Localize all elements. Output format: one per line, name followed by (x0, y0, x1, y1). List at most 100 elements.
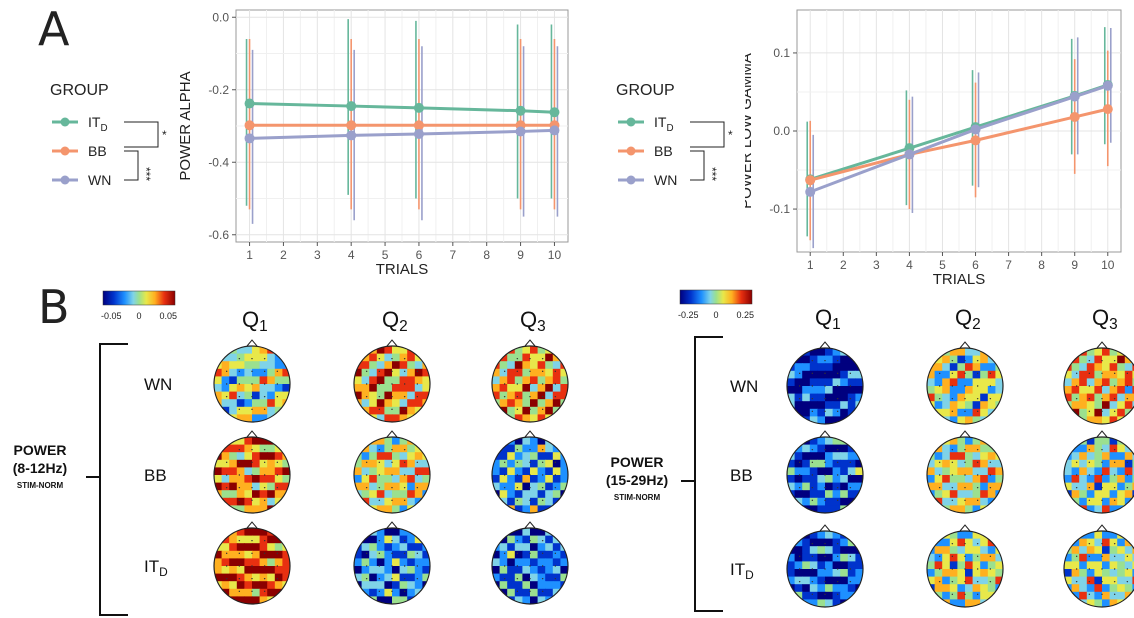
head-outline (213, 345, 291, 423)
topomap-cell (942, 467, 951, 476)
row-label-bb: BB (144, 466, 167, 485)
topomap-cell (980, 475, 989, 484)
topomap-cell (965, 408, 974, 417)
topomap-cell (282, 353, 290, 362)
nose-marker (1096, 341, 1108, 349)
sensor-dot (1088, 593, 1091, 596)
topomap-cell (507, 490, 516, 499)
sensor-dot (391, 461, 393, 464)
sensor-dot (1126, 461, 1129, 464)
topomap-cell (229, 384, 238, 393)
sensor-dot (951, 448, 954, 451)
topomap-cell (817, 497, 826, 506)
topomap-cell (787, 591, 796, 600)
sensor-dot (811, 499, 814, 502)
topomap-cell (1132, 482, 1134, 491)
topomap-cell (855, 482, 863, 491)
topomap-cell (214, 368, 223, 377)
row-label-itd: ITD (730, 560, 754, 582)
sensor-dot (516, 590, 519, 593)
topomap-cell (492, 550, 501, 559)
topomap-cell (957, 401, 966, 410)
topomap-cell (847, 505, 856, 513)
topomap-cell (809, 505, 818, 513)
topomap-cell (361, 437, 370, 446)
topomap-cell (949, 591, 958, 600)
topomap-cell (1102, 561, 1111, 570)
topomap-cell (855, 576, 863, 585)
topomap-cell (840, 452, 849, 461)
topomap-cell (384, 368, 393, 377)
topomap-cell (221, 346, 230, 355)
topomap-cell (802, 393, 811, 402)
sensor-dot (989, 568, 992, 570)
topomap-cell (1064, 416, 1073, 424)
topomap-cell (1124, 386, 1133, 395)
topomap-cell (934, 452, 943, 461)
topomap-cell (817, 416, 826, 424)
topomap-cell (995, 505, 1003, 513)
topomap-cell (552, 558, 561, 567)
topomap-cell (274, 361, 283, 370)
topomap-cell (252, 391, 261, 400)
topomap-cell (957, 459, 966, 468)
sensor-dot (529, 577, 531, 580)
sensor-dot (836, 385, 839, 387)
topomap-cell (560, 573, 568, 582)
topomap-cell (384, 346, 393, 355)
topomap-cell (530, 376, 539, 385)
topomap-cell (221, 550, 230, 559)
topomap (491, 521, 569, 605)
sensor-dot (1101, 542, 1103, 545)
topomap-cell (1086, 363, 1095, 372)
topomap-cell (522, 414, 531, 422)
sensor-dot (798, 486, 801, 489)
topomap-cell (507, 475, 516, 484)
topomap-cell (530, 444, 539, 453)
topomap-cell (987, 416, 996, 424)
topomap-cell (927, 467, 936, 476)
sensor-dot (516, 539, 519, 542)
topomap-cell (537, 346, 546, 355)
topomap-cell (980, 561, 989, 570)
topomap-cell (1109, 401, 1118, 410)
topomap-cell (560, 475, 568, 484)
topomap-cell (399, 361, 408, 370)
topomap-cell (221, 399, 230, 408)
topomap-cell (384, 384, 393, 393)
topomap-cell (530, 588, 539, 597)
sensor-dot (516, 448, 519, 451)
sensor-dot (365, 577, 368, 580)
sensor-dot (529, 395, 531, 398)
sensor-dot (836, 474, 839, 476)
topomap-cell (514, 391, 523, 400)
topomap-cell (354, 353, 363, 362)
topomap-cell (934, 370, 943, 379)
panel-label-a: A (38, 2, 70, 56)
topomap-cell (384, 596, 393, 604)
sig-bracket-bottom (124, 150, 139, 181)
nose-marker (524, 521, 536, 529)
sensor-dot (391, 499, 393, 502)
topomap-cell (794, 393, 803, 402)
topomap-cell (942, 553, 951, 562)
topomap-cell (560, 497, 568, 506)
topomap-cell (282, 566, 290, 575)
topomap-cell (1094, 393, 1103, 402)
topomap-cell (794, 444, 803, 453)
sensor-dot (403, 408, 406, 411)
topomap-cell (229, 550, 238, 559)
topomap-cell (847, 386, 856, 395)
topomap-cell (965, 599, 974, 607)
topomap-cell (221, 452, 230, 461)
topomap-cell (1071, 393, 1080, 402)
topomap-cell (927, 408, 936, 417)
topomap-cell (1079, 553, 1088, 562)
topomap-cell (399, 505, 408, 513)
topomap-cell (259, 581, 268, 590)
topomap-cell (492, 437, 501, 446)
topomap-cell (942, 355, 951, 364)
topomap-cell (522, 452, 531, 461)
sensor-dot (938, 397, 941, 400)
topomap-cell (1071, 437, 1080, 446)
